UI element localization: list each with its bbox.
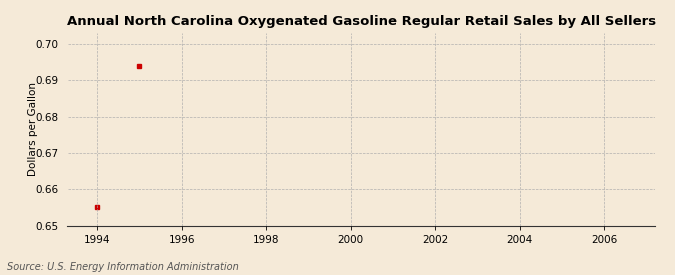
Title: Annual North Carolina Oxygenated Gasoline Regular Retail Sales by All Sellers: Annual North Carolina Oxygenated Gasolin…	[67, 15, 655, 28]
Text: Source: U.S. Energy Information Administration: Source: U.S. Energy Information Administ…	[7, 262, 238, 272]
Y-axis label: Dollars per Gallon: Dollars per Gallon	[28, 82, 38, 176]
